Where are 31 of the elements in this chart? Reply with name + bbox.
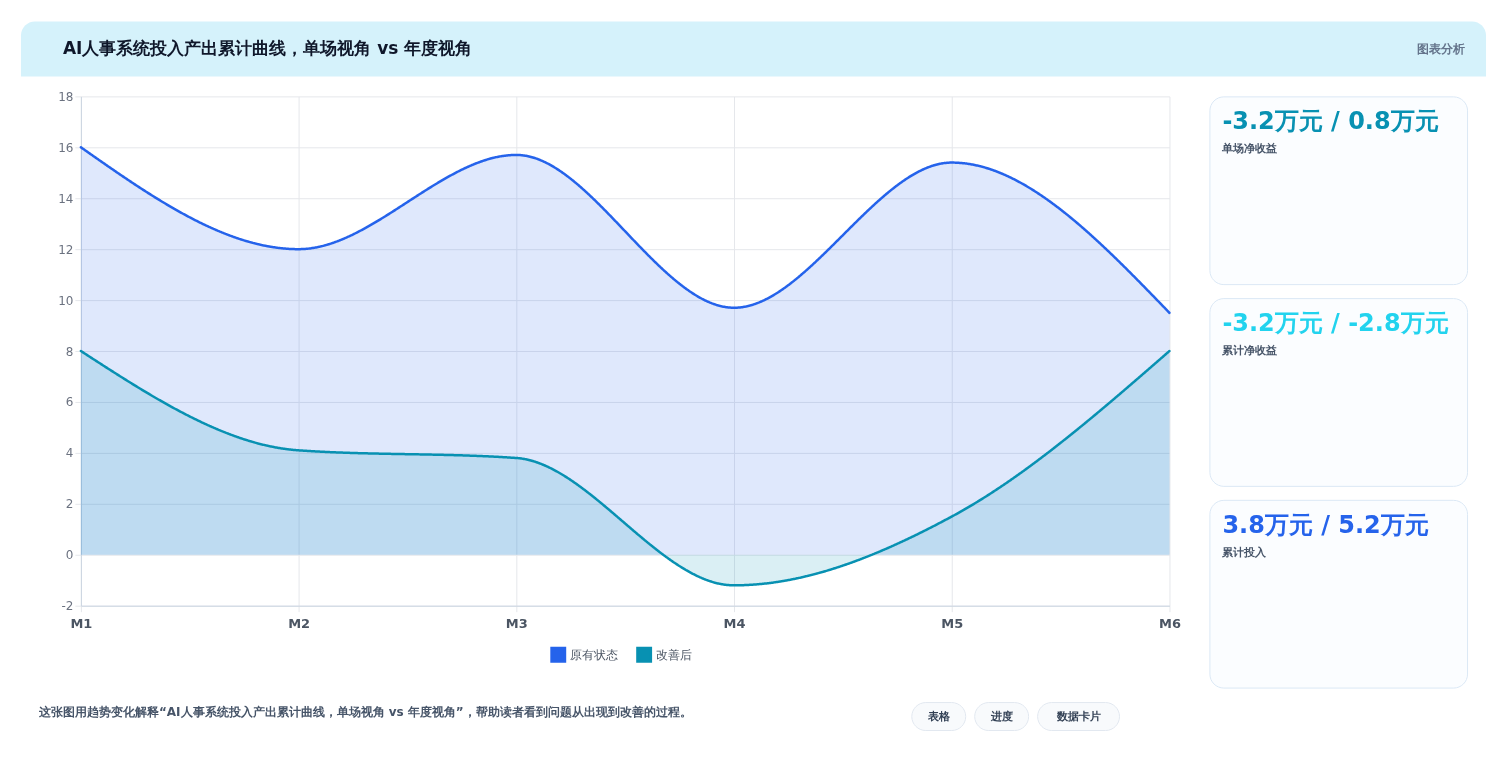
y-tick-label: 12 [58,242,74,257]
y-tick-label: 4 [65,446,74,461]
text: 图表分析 [1417,42,1466,57]
x-tick-label: M2 [288,616,311,632]
x-tick-label: M1 [70,616,93,632]
x-tick-label: M3 [505,616,528,632]
x-tick-label: M6 [1158,616,1181,632]
text: 这张图用趋势变化解释“AI人事系统投入产出累计曲线，单场视角 vs 年度视角”，帮助读者看到问题从出现到改善的过程。 [37,704,692,719]
y-tick-label: 16 [58,140,74,155]
text: 表格 [926,709,951,723]
text: 3.8万元 / 5.2万元 [1222,510,1429,539]
text: 单场净收益 [1221,142,1278,156]
text: 进度 [989,709,1013,723]
y-tick-label: 0 [65,548,74,563]
y-tick-label: 10 [58,293,74,308]
text: 累计投入 [1221,545,1268,559]
text: 数据卡片 [1055,709,1101,723]
x-tick-label: M5 [941,616,964,632]
text: -3.2万元 / 0.8万元 [1222,107,1439,136]
x-tick-label: M4 [723,616,746,632]
legend-label: 改善后 [656,647,693,662]
y-tick-label: 14 [58,191,74,206]
y-tick-label: 6 [65,395,74,410]
y-tick-label: 18 [58,89,74,104]
text: 累计净收益 [1221,344,1278,358]
chart-title: AI人事系统投入产出累计曲线，单场视角 vs 年度视角 [62,38,473,59]
y-tick-label: 2 [65,497,74,512]
y-tick-label: -2 [61,599,74,614]
y-tick-label: 8 [65,344,74,359]
text: -3.2万元 / -2.8万元 [1222,309,1449,338]
legend-label: 原有状态 [570,647,619,662]
